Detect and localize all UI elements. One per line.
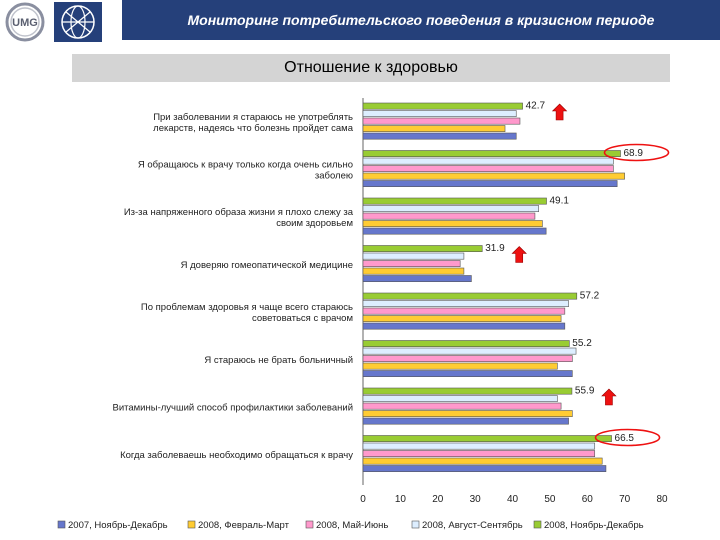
category-label-3-line-1: Из-за напряженного образа жизни я плохо … [124, 207, 354, 218]
category-label-7: Витамины-лучший способ профилактики забо… [112, 402, 353, 413]
globe-logo-icon [54, 2, 102, 42]
legend-swatch-2 [187, 520, 196, 529]
up-arrow-icon-1 [551, 103, 568, 121]
legend-swatch-5 [533, 520, 542, 529]
legend-label-5: 2008, Ноябрь-Декабрь [544, 520, 644, 531]
bar-5-series-5 [362, 322, 566, 330]
legend-swatch-1 [57, 520, 66, 529]
header: UMG Мониторинг потребительского поведени… [0, 0, 720, 42]
bar-6-series-2 [362, 347, 577, 355]
category-label-8: Когда заболеваешь необходимо обращаться … [120, 450, 353, 461]
logo-text: UMG [12, 17, 38, 29]
x-tick-label-80: 80 [656, 494, 668, 505]
bar-7-series-3 [362, 402, 562, 410]
bar-3-series-2 [362, 205, 539, 212]
legend-label-4: 2008, Август-Сентябрь [422, 520, 523, 531]
category-label-6: Я стараюсь не брать больничный [204, 355, 353, 366]
bar-1-series-4 [362, 125, 506, 132]
value-label-8: 66.5 [615, 433, 635, 444]
category-label-2-line-1: Я обращаюсь к врачу только когда очень с… [138, 159, 353, 170]
up-arrow-icon-4 [511, 246, 527, 263]
x-tick-label-50: 50 [544, 494, 556, 505]
value-label-5: 57.2 [580, 291, 600, 302]
category-label-5-line-2: советоваться с врачом [252, 313, 353, 324]
bar-8-series-3 [362, 450, 596, 457]
highlight-circle-8 [594, 428, 661, 447]
chart-title: Отношение к здоровью [72, 54, 670, 82]
bar-5-series-1 [362, 292, 578, 300]
umg-logo: UMG [5, 2, 45, 42]
x-tick-label-40: 40 [507, 494, 519, 505]
bar-5-series-4 [362, 315, 562, 322]
bar-7-series-2 [362, 395, 558, 402]
bar-1-series-1 [362, 102, 523, 110]
value-label-4: 31.9 [485, 243, 505, 254]
category-label-3-line-2: своим здоровьем [276, 218, 353, 229]
bar-6-series-4 [362, 362, 558, 370]
highlight-circle-2 [603, 143, 670, 162]
bar-2-series-4 [362, 172, 625, 180]
x-tick-label-70: 70 [619, 494, 631, 505]
bar-2-series-5 [362, 180, 618, 187]
bar-2-series-2 [362, 157, 614, 165]
bar-8-series-5 [362, 465, 607, 472]
bar-8-series-2 [362, 442, 596, 450]
bar-1-series-2 [362, 110, 517, 117]
bar-1-series-3 [362, 117, 521, 125]
bar-1-series-5 [362, 132, 517, 140]
category-label-2-line-2: заболею [315, 170, 353, 181]
x-tick-label-30: 30 [470, 494, 482, 505]
bar-6-series-1 [362, 340, 570, 347]
x-tick-label-60: 60 [582, 494, 594, 505]
up-arrow-icon-7 [601, 388, 617, 406]
bar-3-series-4 [362, 220, 543, 227]
bar-3-series-5 [362, 227, 547, 235]
bar-5-series-3 [362, 307, 566, 315]
page-title: Мониторинг потребительского поведения в … [122, 0, 720, 40]
bar-chart: При заболевании я стараюсь не употреблят… [57, 98, 670, 531]
bar-4-series-1 [362, 245, 483, 252]
bar-8-series-1 [362, 435, 612, 442]
bar-8-series-4 [362, 457, 603, 465]
bar-3-series-1 [362, 197, 547, 205]
bar-3-series-3 [362, 212, 536, 220]
bar-4-series-4 [362, 267, 465, 275]
legend-swatch-4 [411, 520, 420, 529]
bar-4-series-5 [362, 275, 472, 282]
bar-7-series-1 [362, 387, 573, 395]
bar-7-series-5 [362, 417, 569, 425]
value-label-1: 42.7 [526, 101, 546, 112]
value-label-2: 68.9 [624, 148, 644, 159]
legend-label-1: 2007, Ноябрь-Декабрь [68, 520, 168, 531]
legend-swatch-3 [305, 520, 314, 529]
bar-6-series-3 [362, 355, 573, 362]
bar-6-series-5 [362, 370, 573, 377]
value-label-7: 55.9 [575, 386, 595, 397]
bar-4-series-2 [362, 252, 465, 260]
x-tick-label-10: 10 [395, 494, 407, 505]
bar-5-series-2 [362, 300, 569, 307]
value-label-6: 55.2 [572, 338, 592, 349]
category-label-4: Я доверяю гомеопатической медицине [181, 260, 353, 271]
legend-label-3: 2008, Май-Июнь [316, 520, 388, 531]
bar-4-series-3 [362, 260, 461, 267]
value-label-3: 49.1 [550, 196, 570, 207]
x-tick-label-0: 0 [360, 494, 366, 505]
x-tick-label-20: 20 [432, 494, 444, 505]
bar-7-series-4 [362, 410, 573, 417]
legend-label-2: 2008, Февраль-Март [198, 520, 290, 531]
bar-2-series-3 [362, 165, 614, 172]
category-label-1-line-2: лекарств, надеясь что болезнь пройдет са… [153, 123, 354, 134]
bar-2-series-1 [362, 150, 621, 157]
category-label-1-line-1: При заболевании я стараюсь не употреблят… [153, 112, 353, 123]
category-label-5-line-1: По проблемам здоровья я чаще всего стара… [141, 302, 353, 313]
